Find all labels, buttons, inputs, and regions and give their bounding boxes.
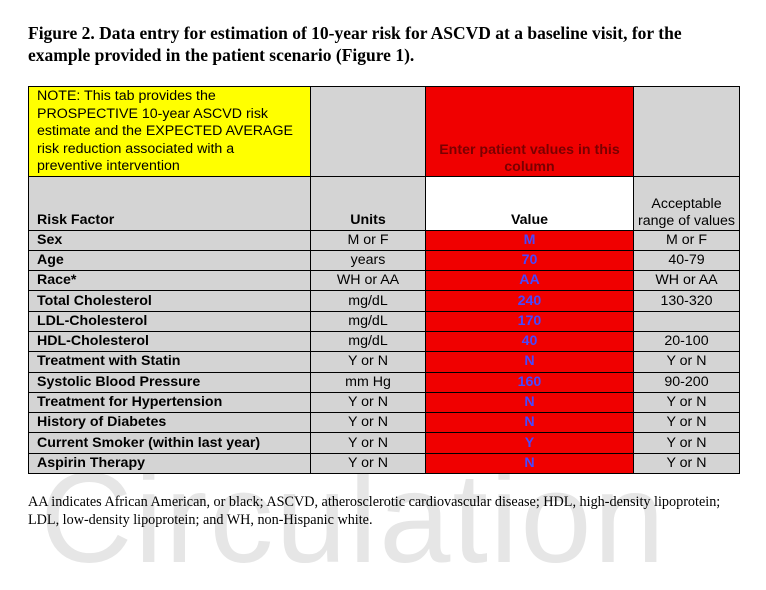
header-row: Risk Factor Units Value Acceptable range… [28,175,740,231]
risk-factor-label: Aspirin Therapy [28,452,311,475]
units-cell: Y or N [310,412,426,434]
enter-values-header: Enter patient values in this column [425,86,634,177]
acceptable-range-cell: 20-100 [633,330,740,353]
units-cell: mg/dL [310,310,426,332]
risk-factor-label: HDL-Cholesterol [28,330,311,353]
value-input-cell[interactable]: 70 [425,249,634,272]
value-header: Value [425,175,634,231]
table-row-ldl-cholesterol: LDL-Cholesterol mg/dL 170 [28,310,740,332]
table-row-hdl-cholesterol: HDL-Cholesterol mg/dL 40 20-100 [28,330,740,353]
value-input-cell[interactable]: 160 [425,371,634,393]
table-footnote: AA indicates African American, or black;… [28,494,721,528]
risk-factor-label: Race* [28,270,311,292]
units-cell: WH or AA [310,270,426,292]
units-cell: Y or N [310,432,426,454]
risk-entry-table: NOTE: This tab provides the PROSPECTIVE … [28,86,740,475]
risk-factor-label: History of Diabetes [28,412,311,434]
units-cell: Y or N [310,351,426,373]
value-input-cell[interactable]: N [425,412,634,434]
note-row: NOTE: This tab provides the PROSPECTIVE … [28,86,740,177]
units-cell: M or F [310,229,426,251]
table-row-race: Race* WH or AA AA WH or AA [28,270,740,292]
acceptable-range-cell: Y or N [633,432,740,454]
acceptable-range-cell: WH or AA [633,270,740,292]
units-cell: years [310,249,426,272]
acceptable-range-cell: Y or N [633,412,740,434]
note-cell: NOTE: This tab provides the PROSPECTIVE … [28,86,311,177]
risk-factor-label: Age [28,249,311,272]
blank-cell [310,86,426,177]
risk-factor-label: Systolic Blood Pressure [28,371,311,393]
units-cell: mm Hg [310,371,426,393]
units-cell: mg/dL [310,290,426,312]
table-row-age: Age years 70 40-79 [28,249,740,272]
units-cell: mg/dL [310,330,426,353]
range-header: Acceptable range of values [633,175,740,231]
value-input-cell[interactable]: Y [425,432,634,454]
acceptable-range-cell: Y or N [633,391,740,414]
blank-cell [633,86,740,177]
risk-factor-label: LDL-Cholesterol [28,310,311,332]
acceptable-range-cell: Y or N [633,351,740,373]
units-header: Units [310,175,426,231]
acceptable-range-cell [633,310,740,332]
value-input-cell[interactable]: 170 [425,310,634,332]
units-cell: Y or N [310,391,426,414]
value-input-cell[interactable]: N [425,391,634,414]
risk-factor-label: Current Smoker (within last year) [28,432,311,454]
risk-factor-header: Risk Factor [28,175,311,231]
risk-factor-label: Total Cholesterol [28,290,311,312]
value-input-cell[interactable]: N [425,351,634,373]
table-row-total-cholesterol: Total Cholesterol mg/dL 240 130-320 [28,290,740,312]
value-input-cell[interactable]: 240 [425,290,634,312]
risk-factor-label: Sex [28,229,311,251]
acceptable-range-cell: 130-320 [633,290,740,312]
risk-factor-label: Treatment with Statin [28,351,311,373]
value-input-cell[interactable]: 40 [425,330,634,353]
figure-caption: Figure 2. Data entry for estimation of 1… [28,23,682,65]
table-row-systolic-blood-pressure: Systolic Blood Pressure mm Hg 160 90-200 [28,371,740,393]
acceptable-range-cell: Y or N [633,452,740,475]
value-input-cell[interactable]: M [425,229,634,251]
risk-factor-label: Treatment for Hypertension [28,391,311,414]
value-input-cell[interactable]: N [425,452,634,475]
acceptable-range-cell: 40-79 [633,249,740,272]
acceptable-range-cell: 90-200 [633,371,740,393]
value-input-cell[interactable]: AA [425,270,634,292]
units-cell: Y or N [310,452,426,475]
acceptable-range-cell: M or F [633,229,740,251]
